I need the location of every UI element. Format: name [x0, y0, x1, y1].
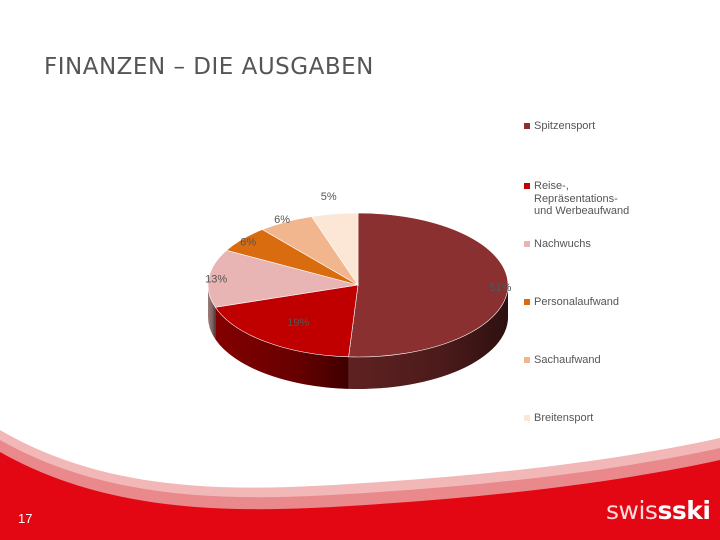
legend-label-5: Sachaufwand — [534, 354, 601, 366]
page-number: 17 — [18, 511, 33, 526]
legend-label-2: Reise-, Repräsentations- und Werbeaufwan… — [534, 180, 630, 217]
pie-slice-6 — [311, 212, 359, 286]
legend-swatch-1 — [524, 123, 530, 129]
legend-swatch-2 — [524, 183, 530, 189]
legend-label-1: Spitzensport — [534, 120, 596, 132]
swissski-logo: swissski — [606, 496, 711, 525]
legend-label-6: Breitensport — [534, 412, 594, 424]
legend-swatch-6 — [524, 415, 530, 421]
legend-item-3: Nachwuchs — [524, 238, 654, 251]
legend-swatch-4 — [524, 299, 530, 305]
pie-slice-side-shade-1 — [348, 285, 508, 389]
footer-band — [0, 430, 720, 540]
legend-item-2: Reise-, Repräsentations- und Werbeaufwan… — [524, 180, 654, 218]
legend-item-6: Breitensport — [524, 412, 654, 425]
pie-slice-2 — [214, 284, 359, 358]
data-label-6: 5% — [321, 191, 337, 203]
pie-slice-side-shade-3 — [208, 285, 216, 340]
pie-slice-3 — [207, 249, 359, 308]
legend-label-3: Nachwuchs — [534, 238, 591, 250]
pie-slice-side-shade-2 — [215, 307, 349, 389]
data-label-3: 13% — [205, 274, 227, 286]
slide-title: FINANZEN – DIE AUSGABEN — [44, 54, 374, 80]
data-label-4: 6% — [240, 236, 256, 248]
legend-swatch-5 — [524, 357, 530, 363]
legend-swatch-3 — [524, 241, 530, 247]
logo-text-light: swis — [606, 496, 658, 525]
data-label-2: 19% — [287, 317, 309, 329]
pie-slice-1 — [348, 212, 509, 358]
legend-label-4: Personalaufwand — [534, 296, 620, 308]
data-label-1: 51% — [489, 282, 511, 294]
logo-text-bold: sski — [657, 496, 711, 525]
legend-item-5: Sachaufwand — [524, 354, 654, 367]
legend-item-4: Personalaufwand — [524, 296, 654, 309]
data-label-5: 6% — [274, 214, 290, 226]
legend-item-1: Spitzensport — [524, 120, 654, 133]
